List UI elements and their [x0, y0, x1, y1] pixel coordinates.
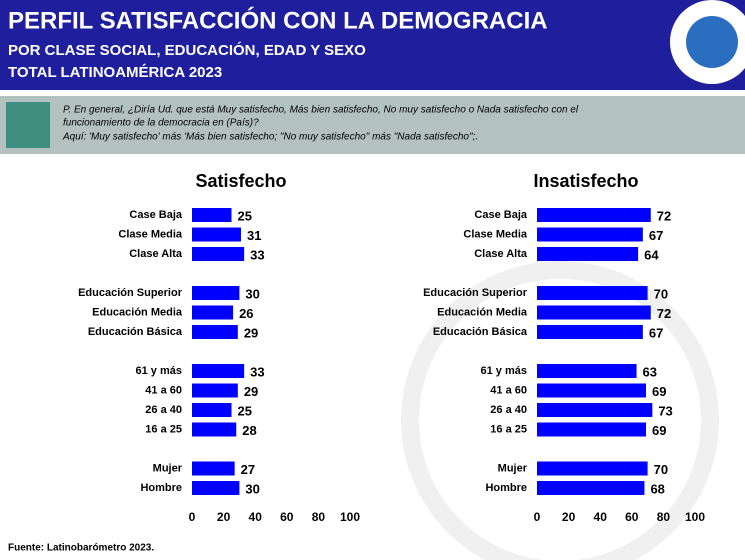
value-label: 25: [238, 403, 252, 418]
bar: [192, 461, 235, 476]
y-tick-label: Educación Básica: [88, 326, 183, 338]
x-tick-label: 80: [312, 510, 326, 524]
value-label: 63: [643, 364, 657, 379]
value-label: 73: [658, 403, 672, 418]
y-tick-label: Hombre: [485, 482, 527, 494]
header-title: PERFIL SATISFACCIÓN CON LA DEMOGRACIA: [8, 6, 548, 34]
question-icon: [6, 102, 50, 148]
y-tick-label: Case Baja: [474, 209, 527, 221]
y-tick-label: 41 a 60: [145, 384, 182, 396]
bar: [537, 383, 647, 398]
y-tick-label: 16 a 25: [490, 423, 527, 435]
value-label: 26: [239, 306, 253, 321]
x-tick-label: 100: [340, 510, 360, 524]
bar: [192, 481, 240, 495]
x-tick-label: 100: [685, 510, 705, 524]
y-tick-label: Clase Alta: [129, 248, 183, 260]
value-label: 31: [247, 228, 261, 243]
logo-globe: [686, 16, 738, 68]
bar: [537, 461, 648, 476]
x-tick-label: 20: [217, 510, 231, 524]
x-tick-label: 0: [189, 510, 196, 524]
bar: [192, 383, 238, 398]
value-label: 67: [649, 228, 663, 243]
y-tick-label: 41 a 60: [490, 384, 527, 396]
bar: [192, 403, 232, 417]
y-tick-label: Educación Superior: [78, 287, 183, 299]
value-label: 70: [654, 286, 668, 301]
question-line: funcionamiento de la democracia en (País…: [63, 118, 259, 129]
bar: [537, 208, 651, 222]
bar: [192, 247, 245, 261]
bar: [537, 305, 651, 320]
value-label: 33: [250, 247, 264, 262]
header-band: [0, 0, 745, 90]
bar: [192, 208, 232, 222]
value-label: 67: [649, 325, 663, 340]
chart-title: Satisfecho: [195, 171, 286, 191]
question-box: [0, 96, 745, 154]
bar: [192, 364, 245, 378]
value-label: 64: [644, 247, 659, 262]
header-scope: TOTAL LATINOAMÉRICA 2023: [8, 64, 222, 81]
source: Fuente: Latinobarómetro 2023.: [8, 543, 154, 554]
bar: [537, 364, 637, 378]
value-label: 69: [652, 423, 666, 438]
y-tick-label: 26 a 40: [145, 404, 182, 416]
bar: [537, 227, 643, 242]
bar: [192, 422, 237, 437]
x-tick-label: 40: [594, 510, 608, 524]
x-tick-label: 20: [562, 510, 576, 524]
bar: [192, 305, 234, 320]
y-tick-label: 61 y más: [481, 365, 527, 377]
value-label: 27: [241, 462, 255, 477]
bar: [192, 227, 241, 242]
x-tick-label: 80: [657, 510, 671, 524]
value-label: 28: [242, 423, 256, 438]
x-tick-label: 60: [280, 510, 294, 524]
value-label: 29: [244, 325, 258, 340]
y-tick-label: 26 a 40: [490, 404, 527, 416]
y-tick-label: Hombre: [140, 482, 182, 494]
y-tick-label: 16 a 25: [145, 423, 182, 435]
value-label: 25: [238, 208, 252, 223]
watermark: [401, 261, 719, 560]
chart-title: Insatisfecho: [533, 171, 638, 191]
y-tick-label: 61 y más: [136, 365, 182, 377]
x-tick-label: 40: [249, 510, 263, 524]
value-label: 70: [654, 462, 668, 477]
y-tick-label: Clase Media: [118, 228, 182, 240]
bar: [537, 286, 648, 300]
value-label: 33: [250, 364, 264, 379]
bar: [537, 422, 647, 437]
value-label: 30: [245, 286, 259, 301]
y-tick-label: Mujer: [153, 462, 183, 474]
y-tick-label: Clase Alta: [474, 248, 528, 260]
header-subtitle: POR CLASE SOCIAL, EDUCACIÓN, EDAD Y SEXO: [8, 41, 366, 59]
bar: [192, 286, 240, 300]
x-tick-label: 60: [625, 510, 639, 524]
question-line: P. En general, ¿Diría Ud. que está Muy s…: [63, 105, 579, 116]
y-tick-label: Educación Media: [92, 306, 183, 318]
y-tick-label: Clase Media: [463, 228, 527, 240]
value-label: 29: [244, 384, 258, 399]
value-label: 30: [245, 481, 259, 496]
y-tick-label: Educación Básica: [433, 326, 528, 338]
value-label: 72: [657, 208, 671, 223]
y-tick-label: Educación Media: [437, 306, 528, 318]
value-label: 69: [652, 384, 666, 399]
y-tick-label: Mujer: [498, 462, 528, 474]
bar: [537, 481, 645, 495]
bar: [537, 325, 643, 339]
y-tick-label: Educación Superior: [423, 287, 528, 299]
bar: [537, 247, 639, 261]
y-tick-label: Case Baja: [129, 209, 182, 221]
bar: [537, 403, 653, 417]
x-tick-label: 0: [534, 510, 541, 524]
value-label: 72: [657, 306, 671, 321]
question-line: Aquí: 'Muy satisfecho' más 'Más bien sat…: [62, 132, 478, 143]
value-label: 68: [650, 481, 664, 496]
bar: [192, 325, 238, 339]
